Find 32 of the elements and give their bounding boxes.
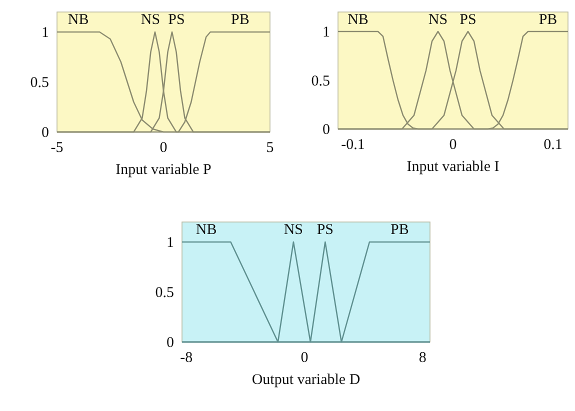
series-label: NB	[68, 12, 89, 28]
x-tick-label: 0	[449, 137, 457, 153]
series-label: PS	[460, 12, 476, 28]
series-label: NS	[284, 222, 304, 238]
y-tick-label: 0.5	[30, 75, 49, 91]
x-axis-title: Input variable P	[116, 162, 212, 178]
y-tick-label: 0.5	[311, 73, 330, 90]
series-label: NB	[196, 222, 217, 238]
x-axis-title: Output variable D	[252, 372, 360, 388]
x-tick-label: 0	[300, 350, 308, 366]
x-tick-label: 8	[418, 350, 426, 366]
y-tick-label: 0.5	[155, 285, 174, 301]
x-tick-label: -8	[180, 350, 193, 366]
y-tick-label: 1	[42, 25, 49, 41]
y-tick-label: 0	[322, 122, 330, 138]
x-tick-label: -5	[50, 140, 64, 156]
series-label: PB	[538, 12, 558, 28]
x-axis-title: Input variable I	[406, 159, 500, 175]
series-label: NB	[348, 12, 368, 28]
series-label: PS	[316, 222, 334, 238]
series-label: PS	[168, 12, 185, 28]
y-tick-label: 0	[42, 125, 49, 141]
x-tick-label: 0.1	[544, 137, 562, 153]
series-label: PB	[390, 222, 409, 238]
series-label: NS	[428, 12, 448, 28]
y-tick-label: 0	[166, 335, 174, 351]
x-tick-label: 5	[266, 140, 274, 156]
y-tick-label: 1	[322, 24, 330, 40]
series-label: PB	[231, 12, 250, 28]
y-tick-label: 1	[166, 235, 174, 251]
x-tick-label: -0.1	[341, 137, 365, 153]
series-label: NS	[140, 12, 160, 28]
